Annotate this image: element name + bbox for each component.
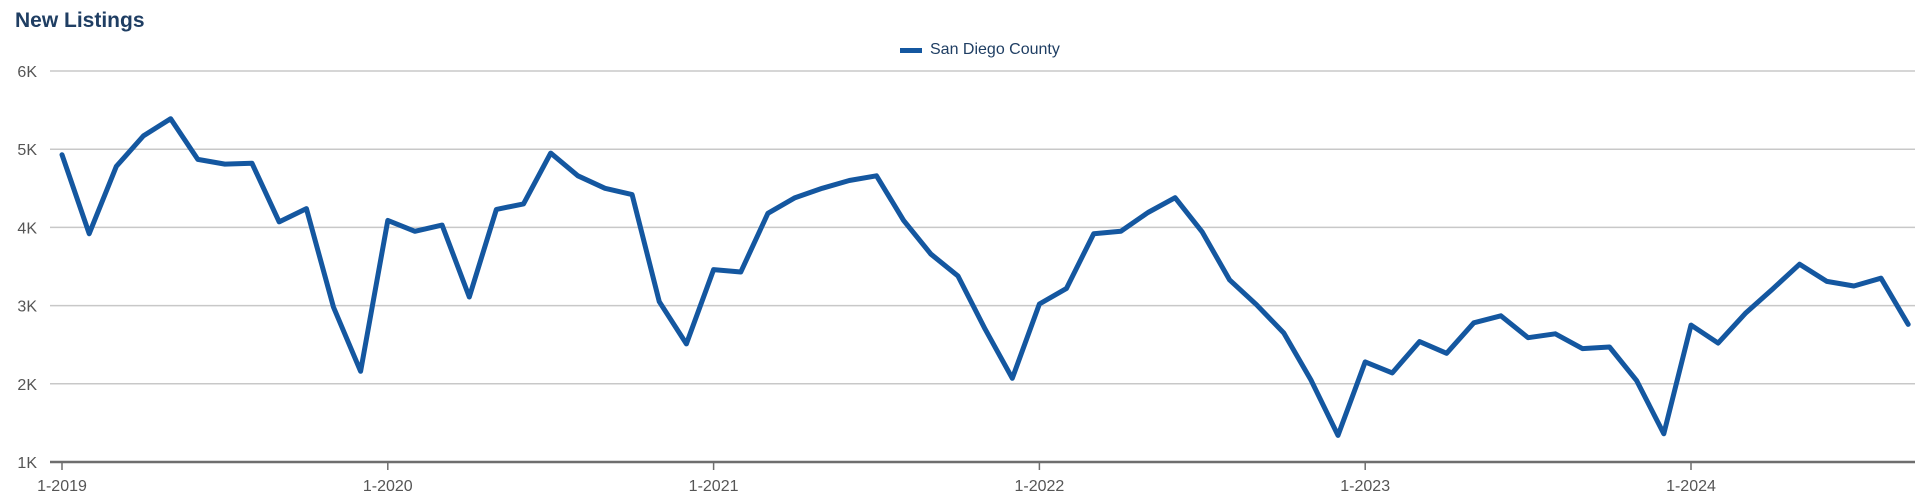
data-point[interactable] bbox=[1551, 330, 1559, 338]
y-tick-label: 3K bbox=[17, 299, 37, 316]
data-point[interactable] bbox=[112, 162, 120, 170]
data-point[interactable] bbox=[1714, 339, 1722, 347]
data-point[interactable] bbox=[1660, 430, 1668, 438]
data-point[interactable] bbox=[58, 151, 66, 159]
data-point[interactable] bbox=[791, 194, 799, 202]
chart-title: New Listings bbox=[15, 9, 145, 32]
data-point[interactable] bbox=[1741, 309, 1749, 317]
data-point[interactable] bbox=[1226, 276, 1234, 284]
data-point[interactable] bbox=[1796, 260, 1804, 268]
legend-label: San Diego County bbox=[930, 41, 1060, 58]
data-point[interactable] bbox=[628, 191, 636, 199]
data-point[interactable] bbox=[1877, 274, 1885, 282]
data-point[interactable] bbox=[1035, 300, 1043, 308]
data-point[interactable] bbox=[1144, 209, 1152, 217]
y-tick-label: 1K bbox=[17, 455, 37, 472]
data-point[interactable] bbox=[1497, 312, 1505, 320]
data-point[interactable] bbox=[302, 205, 310, 213]
data-point[interactable] bbox=[682, 340, 690, 348]
data-point[interactable] bbox=[1307, 376, 1315, 384]
data-point[interactable] bbox=[1008, 374, 1016, 382]
data-point[interactable] bbox=[438, 221, 446, 229]
data-point[interactable] bbox=[900, 216, 908, 224]
data-point[interactable] bbox=[1171, 194, 1179, 202]
legend-swatch bbox=[900, 47, 922, 53]
grid-lines bbox=[50, 70, 1915, 385]
series-layer bbox=[58, 115, 1912, 439]
data-point[interactable] bbox=[954, 272, 962, 280]
data-point[interactable] bbox=[492, 205, 500, 213]
series-line[interactable] bbox=[59, 116, 1911, 438]
data-point[interactable] bbox=[1687, 321, 1695, 329]
data-point[interactable] bbox=[574, 172, 582, 180]
data-point[interactable] bbox=[520, 200, 528, 208]
data-point[interactable] bbox=[818, 184, 826, 192]
data-point[interactable] bbox=[845, 177, 853, 185]
data-point[interactable] bbox=[1578, 345, 1586, 353]
data-point[interactable] bbox=[737, 268, 745, 276]
data-point[interactable] bbox=[411, 227, 419, 235]
data-point[interactable] bbox=[1198, 228, 1206, 236]
data-point[interactable] bbox=[710, 266, 718, 274]
data-point[interactable] bbox=[248, 159, 256, 167]
data-point[interactable] bbox=[1280, 329, 1288, 337]
data-point[interactable] bbox=[1361, 358, 1369, 366]
data-point[interactable] bbox=[1443, 349, 1451, 357]
data-point[interactable] bbox=[1904, 320, 1912, 328]
x-tick-label: 1-2024 bbox=[1666, 478, 1716, 495]
data-point[interactable] bbox=[1253, 301, 1261, 309]
legend[interactable]: San Diego County bbox=[900, 41, 1060, 59]
y-tick-label: 5K bbox=[17, 142, 37, 159]
y-tick-label: 2K bbox=[17, 377, 37, 394]
data-point[interactable] bbox=[357, 367, 365, 375]
data-point[interactable] bbox=[139, 132, 147, 140]
data-point[interactable] bbox=[873, 172, 881, 180]
data-point[interactable] bbox=[927, 250, 935, 258]
data-point[interactable] bbox=[330, 303, 338, 311]
data-point[interactable] bbox=[167, 115, 175, 123]
data-point[interactable] bbox=[1117, 227, 1125, 235]
data-point[interactable] bbox=[1850, 282, 1858, 290]
data-point[interactable] bbox=[465, 293, 473, 301]
x-tick-label: 1-2022 bbox=[1014, 478, 1064, 495]
x-tick-label: 1-2023 bbox=[1340, 478, 1390, 495]
data-point[interactable] bbox=[601, 184, 609, 192]
data-point[interactable] bbox=[1524, 334, 1532, 342]
data-point[interactable] bbox=[981, 325, 989, 333]
data-point[interactable] bbox=[85, 230, 93, 238]
x-tick-label: 1-2019 bbox=[37, 478, 87, 495]
y-tick-label: 6K bbox=[17, 64, 37, 81]
data-point[interactable] bbox=[547, 149, 555, 157]
data-point[interactable] bbox=[1416, 338, 1424, 346]
data-point[interactable] bbox=[1470, 319, 1478, 327]
data-point[interactable] bbox=[1823, 277, 1831, 285]
data-point[interactable] bbox=[1606, 343, 1614, 351]
data-point[interactable] bbox=[275, 218, 283, 226]
data-point[interactable] bbox=[1334, 431, 1342, 439]
data-point[interactable] bbox=[1063, 284, 1071, 292]
data-point[interactable] bbox=[1768, 285, 1776, 293]
data-point[interactable] bbox=[1090, 230, 1098, 238]
y-tick-label: 4K bbox=[17, 220, 37, 237]
data-point[interactable] bbox=[764, 209, 772, 217]
data-point[interactable] bbox=[1388, 369, 1396, 377]
data-point[interactable] bbox=[655, 298, 663, 306]
x-tick-label: 1-2021 bbox=[689, 478, 739, 495]
axes: 1K 2K 3K 4K 5K 6K 1-2019 1-2020 1-2021 1-2022 1-20… bbox=[17, 64, 1915, 495]
data-point[interactable] bbox=[221, 160, 229, 168]
data-point[interactable] bbox=[194, 155, 202, 163]
x-tick-label: 1-2020 bbox=[363, 478, 413, 495]
data-point[interactable] bbox=[384, 216, 392, 224]
data-point[interactable] bbox=[1633, 377, 1641, 385]
